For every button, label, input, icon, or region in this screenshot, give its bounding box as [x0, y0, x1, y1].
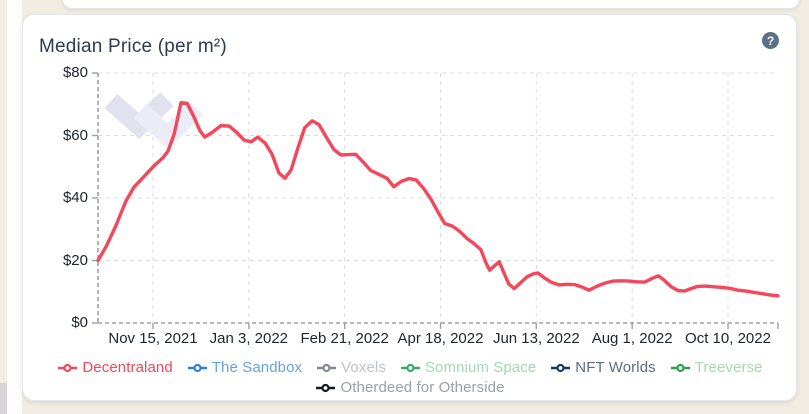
legend-item-label: Somnium Space — [424, 359, 537, 376]
upper-card-edge — [62, 0, 800, 9]
line-marker-icon — [317, 363, 337, 372]
help-icon[interactable]: ? — [762, 32, 779, 49]
legend-item-label: Voxels — [341, 359, 386, 376]
line-marker-icon — [551, 363, 571, 372]
x-tick-label: Jun 13, 2022 — [492, 330, 580, 347]
legend-row: Otherdeed for Otherside — [316, 379, 504, 396]
legend-item-label: Otherdeed for Otherside — [340, 379, 505, 396]
legend-item-label: NFT Worlds — [575, 359, 656, 376]
legend-item-treeverse[interactable]: Treeverse — [670, 359, 763, 376]
line-marker-icon — [670, 363, 690, 372]
left-panel-edge — [7, 0, 22, 414]
y-tick-label: $20 — [62, 251, 88, 269]
x-tick-label: Apr 18, 2022 — [397, 330, 484, 347]
chart-legend: Decentraland The Sandbox Voxels Somnium … — [23, 359, 798, 396]
median-price-card: Median Price (per m²) ? $80 $60 $40 $20 … — [22, 14, 797, 401]
x-tick-label: Oct 10, 2022 — [685, 330, 771, 347]
line-marker-icon — [316, 383, 336, 392]
legend-item-label: Decentraland — [82, 359, 173, 376]
gridlines — [98, 72, 778, 323]
legend-item-decentraland[interactable]: Decentraland — [58, 359, 173, 376]
y-tick-label: $80 — [62, 64, 88, 81]
legend-row: Decentraland The Sandbox Voxels Somnium … — [58, 359, 763, 376]
legend-item-otherdeed-for-otherside[interactable]: Otherdeed for Otherside — [316, 379, 504, 396]
x-tick-label: Jan 3, 2022 — [209, 330, 289, 347]
chart-canvas — [92, 72, 780, 329]
legend-item-nft-worlds[interactable]: NFT Worlds — [551, 359, 656, 376]
chart-area[interactable]: $80 $60 $40 $20 $0 Nov 15, 2021 Jan 3, 2… — [23, 15, 798, 355]
legend-item-somnium-space[interactable]: Somnium Space — [400, 359, 537, 376]
chart-title: Median Price (per m²) — [39, 36, 227, 57]
legend-item-label: Treeverse — [694, 359, 763, 376]
line-marker-icon — [58, 363, 78, 372]
legend-item-the-sandbox[interactable]: The Sandbox — [187, 359, 303, 376]
y-tick-label: $0 — [71, 314, 88, 331]
left-bottom-block — [0, 383, 7, 414]
line-marker-icon — [187, 363, 207, 372]
x-tick-label: Nov 15, 2021 — [108, 330, 198, 347]
x-tick-label: Aug 1, 2022 — [591, 330, 673, 347]
watermark-logo — [104, 92, 203, 150]
x-tick-label: Feb 21, 2022 — [300, 330, 389, 347]
y-tick-label: $40 — [62, 189, 88, 206]
y-tick-label: $60 — [62, 126, 88, 144]
legend-item-label: The Sandbox — [211, 359, 303, 376]
line-marker-icon — [400, 363, 420, 372]
decentraland-line — [96, 101, 780, 298]
legend-item-voxels[interactable]: Voxels — [317, 359, 386, 376]
